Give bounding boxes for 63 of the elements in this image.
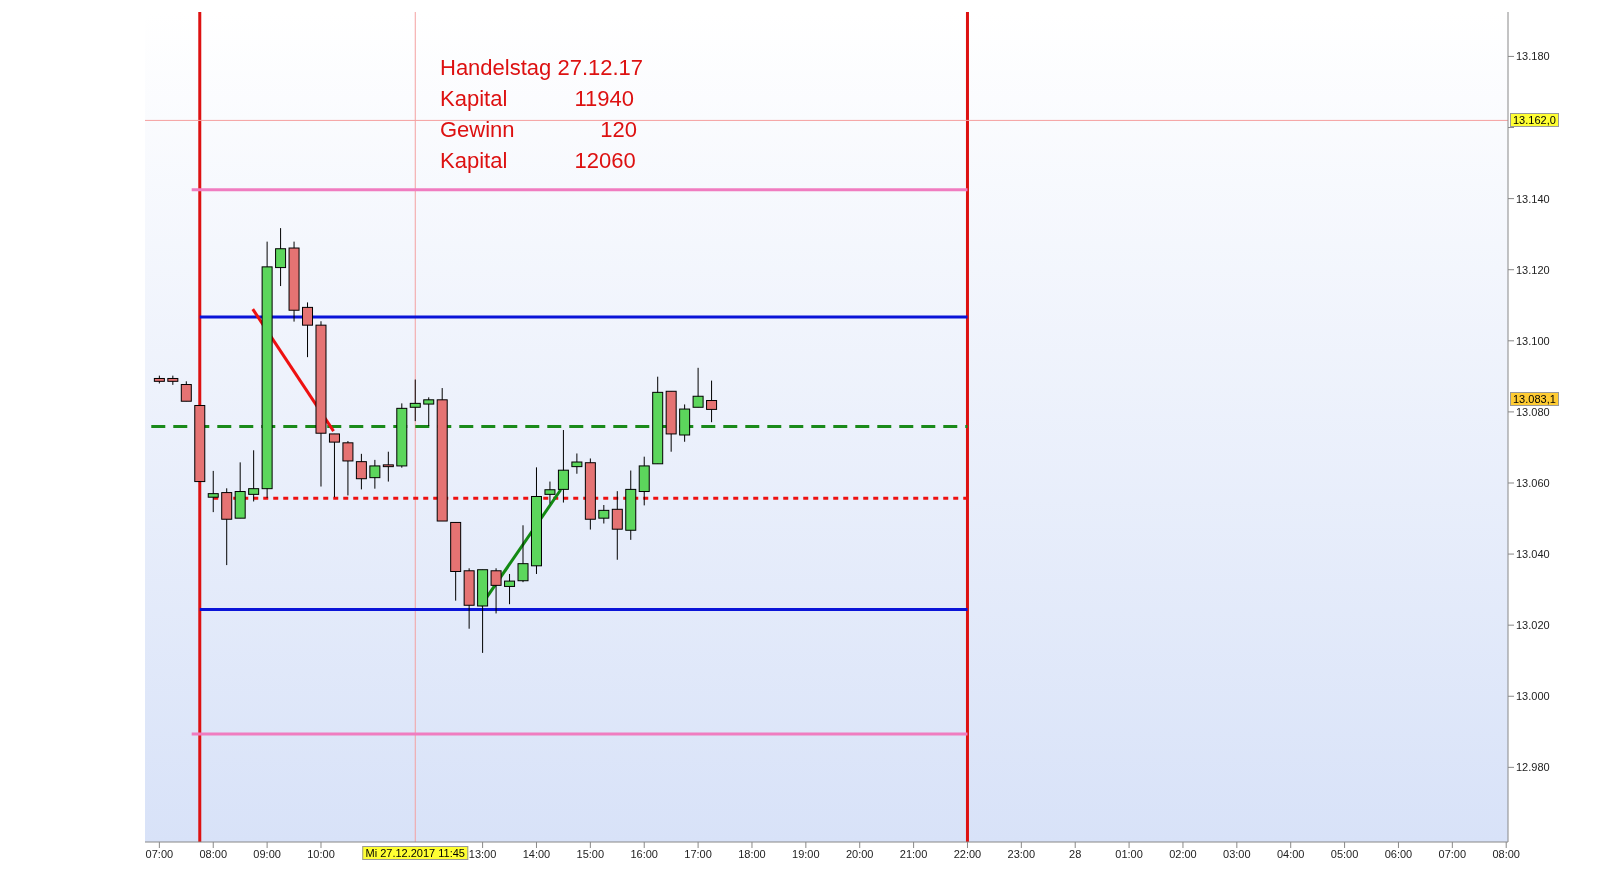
x-tick-label: 17:00	[684, 847, 712, 860]
y-tick-label: 13.080	[1516, 405, 1550, 418]
x-tick-label: 21:00	[899, 847, 928, 860]
candlestick	[571, 452, 583, 475]
candlestick	[302, 301, 314, 358]
x-tick-label: 06:00	[1384, 847, 1413, 860]
candlestick	[275, 227, 287, 287]
x-tick-label: 22:00	[953, 847, 982, 860]
candlestick	[490, 567, 502, 614]
candlestick	[517, 524, 529, 583]
x-tick-label: 04:00	[1276, 847, 1305, 860]
y-tick-label: 13.020	[1516, 619, 1550, 632]
x-tick-label: 03:00	[1223, 847, 1251, 860]
x-tick-label: 02:00	[1169, 847, 1197, 860]
candlestick	[557, 429, 569, 504]
candlestick	[248, 449, 260, 502]
candlestick	[328, 433, 340, 498]
text: 13.083,1	[1510, 392, 1559, 407]
y-tick-label: 13.180	[1516, 50, 1550, 63]
candlestick	[611, 490, 623, 561]
y-tick-label: 13.000	[1516, 690, 1550, 703]
candlestick	[180, 380, 192, 402]
annotation: Kapital 12060	[440, 147, 637, 175]
y-tick-label: 13.060	[1516, 476, 1550, 489]
x-tick-label: 28	[1069, 847, 1082, 860]
candlestick	[382, 451, 394, 483]
candlestick	[369, 459, 381, 490]
candlestick	[342, 440, 354, 496]
candlestick	[355, 453, 367, 490]
candlestick	[504, 573, 516, 605]
ref-line-label: Mi 27.12.2017 11:45	[362, 846, 468, 860]
candlestick	[598, 504, 610, 525]
x-tick-label: 10:00	[307, 847, 335, 860]
x-tick-label: 20:00	[845, 847, 874, 860]
annotation: Handelstag 27.12.17	[440, 54, 644, 82]
x-tick-label: 19:00	[792, 847, 820, 860]
y-tick-label: 13.140	[1516, 192, 1550, 205]
candlestick	[423, 396, 435, 427]
candlestick	[207, 470, 219, 513]
annotation: Kapital 11940	[440, 85, 636, 113]
x-tick-label: 07:00	[1438, 847, 1467, 860]
x-tick-label: 05:00	[1330, 847, 1359, 860]
x-tick-label: 23:00	[1007, 847, 1036, 860]
x-tick-label: 08:00	[1492, 847, 1520, 860]
x-tick-label: 08:00	[199, 847, 228, 860]
candlestick	[544, 481, 556, 505]
y-tick-label: 13.100	[1516, 334, 1550, 347]
annotation: Gewinn 120	[440, 116, 638, 144]
x-tick-label: 01:00	[1115, 847, 1143, 860]
x-tick-label: 14:00	[522, 847, 551, 860]
candlestick	[692, 367, 704, 408]
x-tick-label: 07:00	[145, 847, 174, 860]
x-tick-label: 13:00	[468, 847, 497, 860]
y-tick-label: 13.040	[1516, 547, 1550, 560]
candlestick	[409, 379, 421, 422]
ref-line-label: 13.162,0	[1510, 113, 1559, 128]
x-tick-label: 18:00	[738, 847, 766, 860]
x-tick-label: 09:00	[253, 847, 281, 860]
candlestick	[706, 380, 718, 423]
x-tick-label: 16:00	[630, 847, 658, 860]
y-tick-label: 12.980	[1516, 761, 1550, 774]
x-tick-label: 15:00	[576, 847, 605, 860]
y-tick-label: 13.120	[1516, 263, 1550, 276]
